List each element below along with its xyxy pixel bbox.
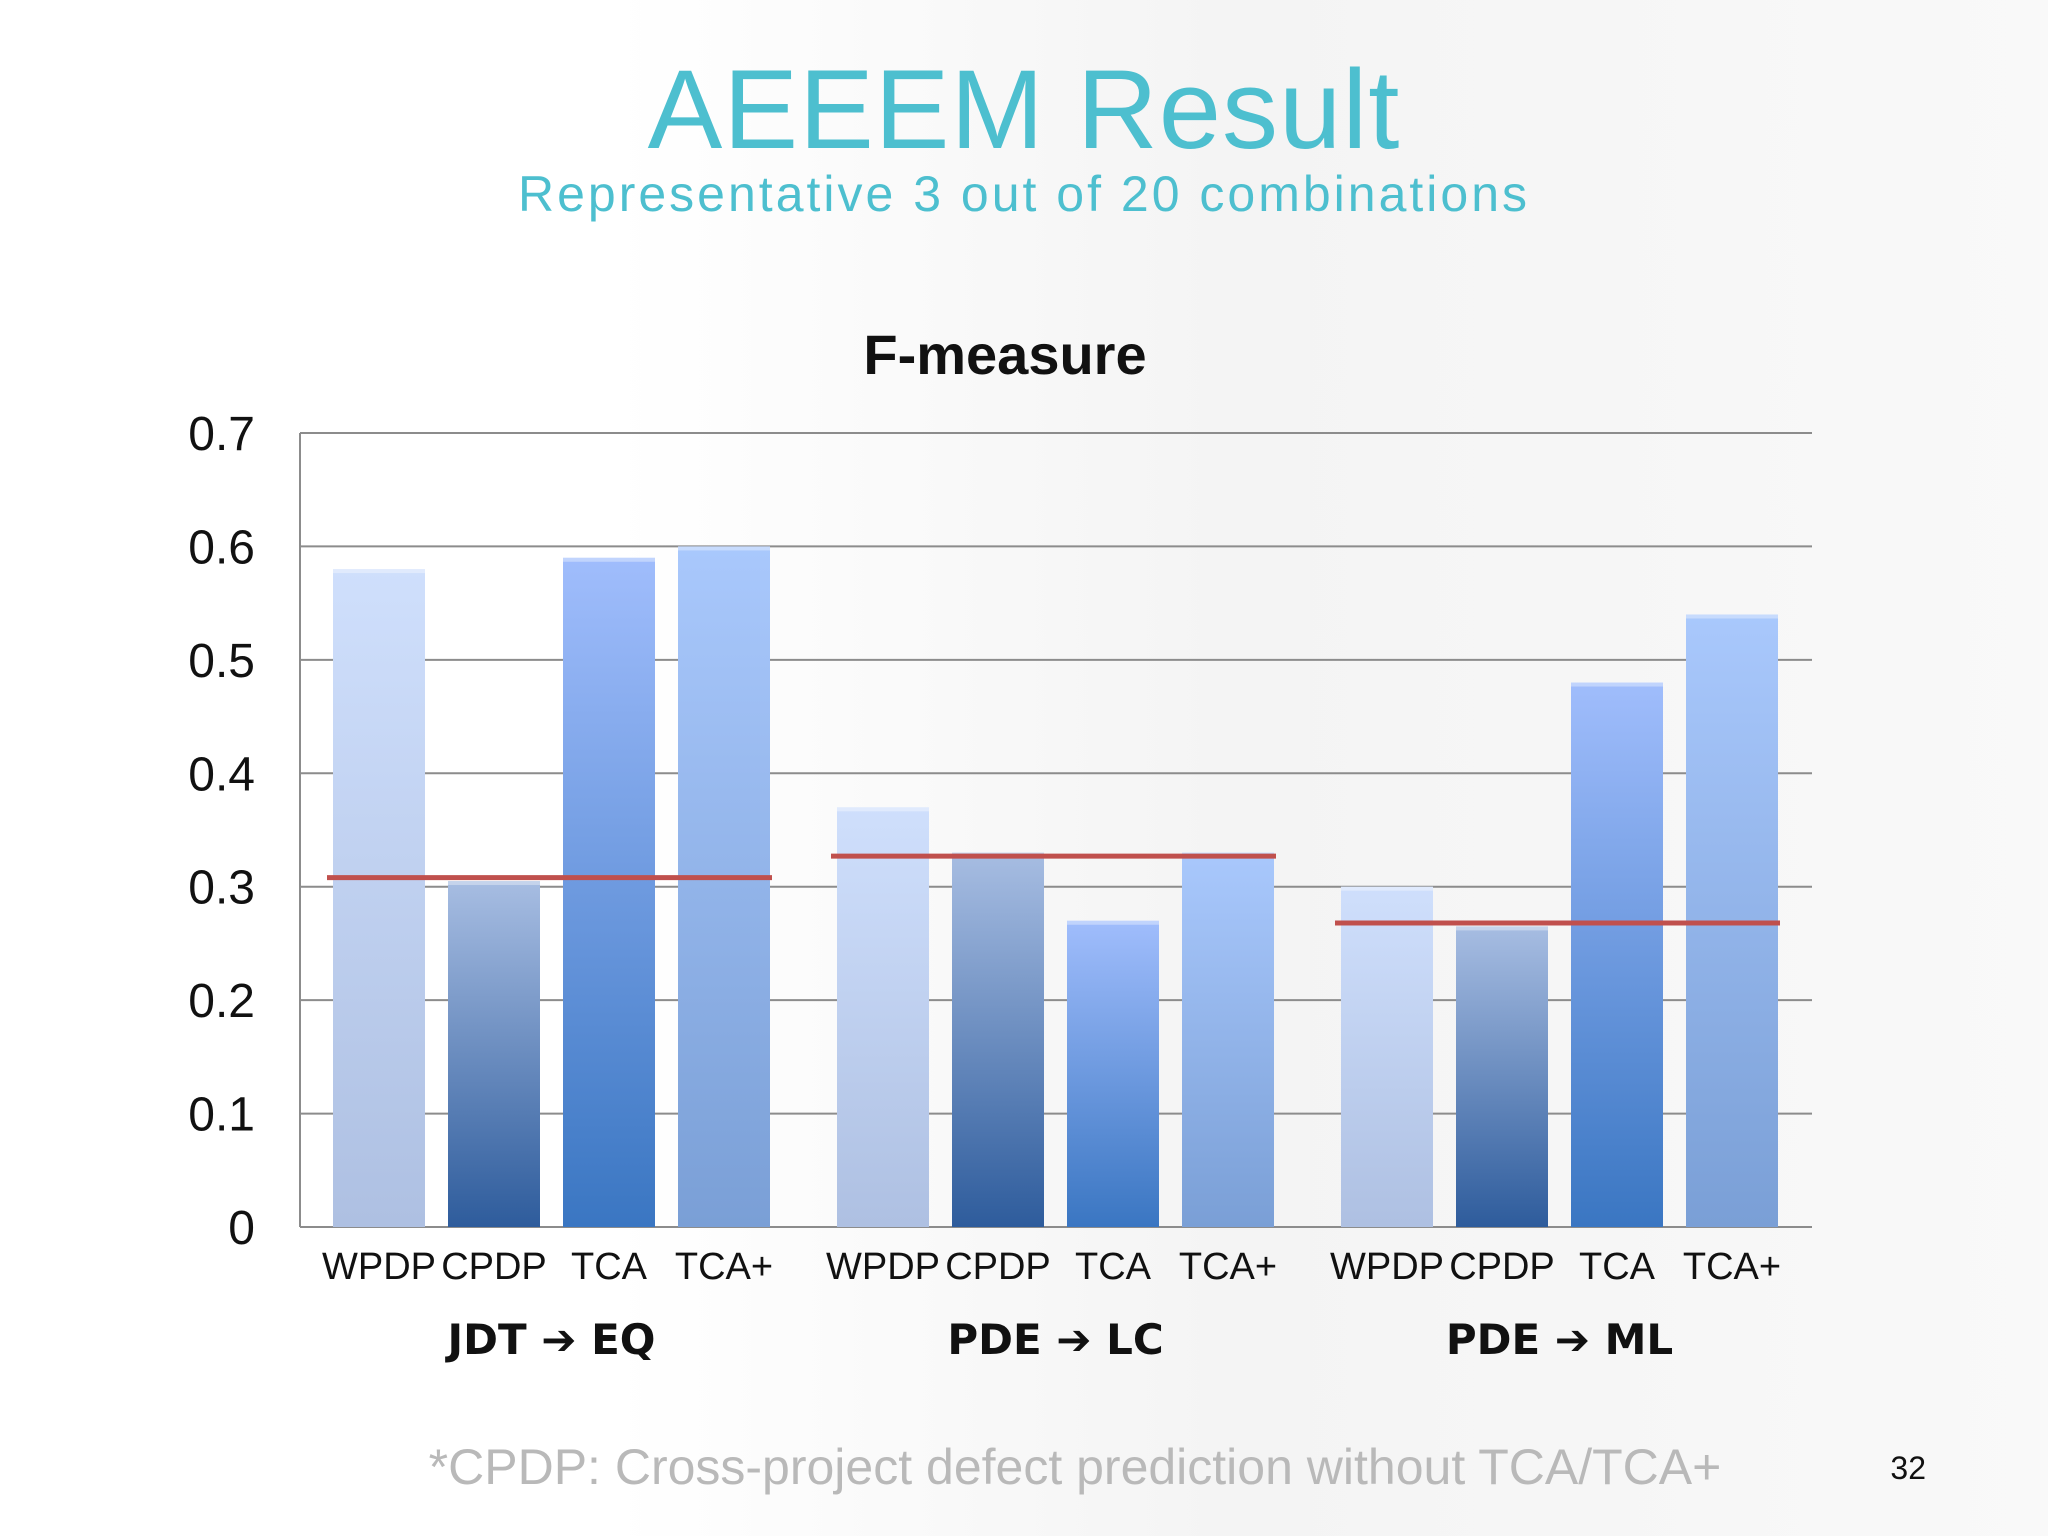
gridlines [299,432,1812,1228]
x-tick-label: WPDP [322,1246,436,1288]
bar-highlight [1686,614,1778,619]
x-tick-label: WPDP [1330,1246,1444,1288]
y-tick-label: 0.7 [188,408,255,461]
x-axis-ticks: WPDP CPDP TCA TCA+ WPDP CPDP TCA TCA+ WPDP CPDP TC… [322,1246,1781,1288]
x-tick-label: CPDP [945,1246,1051,1288]
x-tick-label: TCA [1579,1246,1656,1288]
x-tick-label: WPDP [826,1246,940,1288]
x-tick-label: TCA+ [675,1246,773,1288]
x-tick-label: CPDP [1449,1246,1555,1288]
y-tick-label: 0.6 [188,521,255,574]
bar-tca-group-2 [1067,920,1159,1227]
x-tick-label: TCA [1075,1246,1152,1288]
bar-highlight [1456,926,1548,931]
bar-wpdp-group-2 [837,807,929,1227]
y-tick-label: 0.2 [188,975,255,1028]
bar-tca-group-3 [1571,682,1663,1227]
bar-highlight [1571,682,1663,687]
group-labels: JDT ➔ EQ PDE ➔ LC PDE ➔ ML [445,1315,1674,1364]
x-tick-label: CPDP [441,1246,547,1288]
bar-wpdp-group-1 [333,569,425,1227]
bar-highlight [333,569,425,574]
footnote: *CPDP: Cross-project defect prediction w… [428,1439,1722,1495]
y-axis-ticks: 0 0.1 0.2 0.3 0.4 0.5 0.6 0.7 [188,408,255,1255]
bar-cpdp-group-3 [1456,926,1548,1227]
bar-highlight [1341,886,1433,891]
x-tick-label: TCA+ [1179,1246,1277,1288]
bar-cpdp-group-1 [448,881,540,1227]
slide-subtitle: Representative 3 out of 20 combinations [518,166,1530,222]
bar-highlight [563,557,655,562]
group-label: PDE ➔ LC [947,1315,1163,1364]
reference-lines [327,853,1780,926]
y-tick-label: 0.5 [188,635,255,688]
bar-highlight [448,881,540,886]
x-tick-label: TCA+ [1683,1246,1781,1288]
page-number: 32 [1890,1450,1926,1486]
y-tick-label: 0 [228,1202,255,1255]
slide-title: AEEEM Result [647,47,1401,172]
group-label: JDT ➔ EQ [445,1315,656,1364]
bar-highlight [678,546,770,551]
y-tick-label: 0.1 [188,1089,255,1142]
x-tick-label: TCA [571,1246,648,1288]
bar-tcaplus-group-2 [1182,852,1274,1227]
bar-highlight [837,807,929,812]
bar-cpdp-group-2 [952,852,1044,1227]
bar-wpdp-group-3 [1341,886,1433,1227]
y-tick-label: 0.4 [188,748,255,801]
chart-title: F-measure [863,323,1147,386]
group-label: PDE ➔ ML [1446,1315,1673,1364]
bar-tca-group-1 [563,557,655,1227]
bar-tcaplus-group-1 [678,546,770,1227]
bar-highlight [1067,920,1159,925]
y-tick-label: 0.3 [188,862,255,915]
